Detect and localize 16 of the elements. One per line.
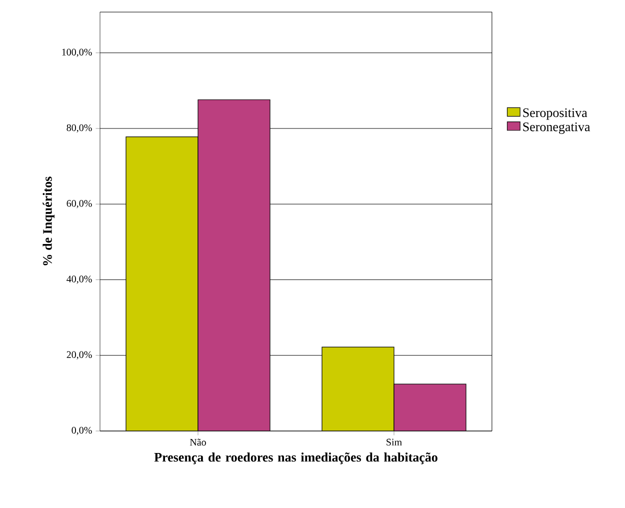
y-tick-label: 60,0% xyxy=(66,200,92,208)
legend-label: Seropositiva xyxy=(523,108,588,120)
y-tick-label: 0,0% xyxy=(72,426,92,436)
legend-label: Seronegativa xyxy=(523,122,590,134)
y-tick-label: 40,0% xyxy=(66,276,92,284)
bar xyxy=(198,99,270,431)
y-tick-label: 80,0% xyxy=(66,124,92,133)
y-tick-label: 100,0% xyxy=(62,48,92,57)
x-tick-label: Sim xyxy=(386,438,402,446)
x-tick-label: Não xyxy=(190,438,206,446)
bar xyxy=(322,346,394,431)
x-axis-title: Presença de roedores nas imediações da habitação xyxy=(154,452,438,464)
y-tick-label: 20,0% xyxy=(66,351,92,360)
y-axis-title: % de Inquéritos xyxy=(42,176,54,266)
bar xyxy=(126,136,198,431)
bar xyxy=(394,384,466,431)
